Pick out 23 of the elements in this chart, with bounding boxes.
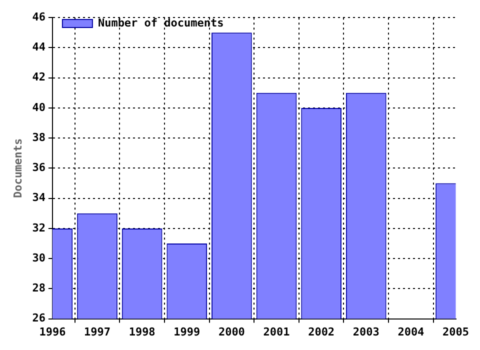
- y-tick-label: 28: [32, 282, 46, 295]
- y-tick-label: 36: [32, 161, 46, 174]
- x-tick-label: 2001: [263, 325, 290, 338]
- y-tick-label: 34: [32, 191, 46, 204]
- y-tick-label: 32: [32, 221, 46, 234]
- y-tick-label: 30: [32, 251, 46, 264]
- y-axis-title: Documents: [11, 138, 24, 198]
- y-tick-label: 40: [32, 100, 46, 114]
- y-tick-label: 44: [32, 40, 46, 54]
- y-tick-label: 46: [32, 10, 46, 24]
- x-tick-label: 1998: [128, 325, 156, 338]
- y-tick-label: 26: [32, 312, 46, 325]
- x-tick-label: 2000: [218, 325, 245, 338]
- x-tick-label: 1996: [39, 325, 66, 338]
- legend-label: Number of documents: [98, 16, 224, 30]
- x-tick-label: 2002: [308, 325, 335, 338]
- y-tick-label: 42: [32, 70, 46, 84]
- x-tick-label: 1999: [174, 325, 200, 338]
- y-tick-label: 38: [32, 130, 46, 144]
- x-tick-label: 2004: [398, 325, 425, 338]
- x-tick-label: 1997: [84, 325, 111, 338]
- x-tick-label: 2003: [352, 325, 380, 338]
- x-tick-label: 2005: [442, 325, 470, 338]
